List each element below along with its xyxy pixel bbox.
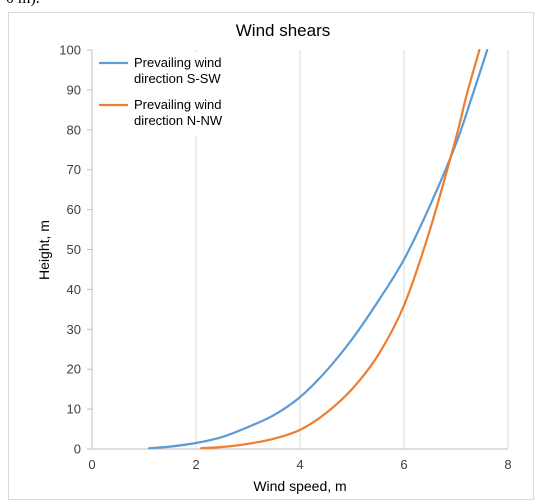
y-tick-label: 40	[67, 282, 81, 297]
y-tick-label: 90	[67, 82, 81, 97]
x-axis-title: Wind speed, m	[253, 478, 346, 494]
legend-background	[94, 52, 246, 136]
x-tick-label: 8	[504, 457, 511, 472]
x-tick-labels: 0 2 4 6 8	[88, 457, 511, 472]
legend-label-1: Prevailing wind	[134, 55, 221, 70]
page-text-fragment: 0 m).	[6, 0, 40, 8]
series-lines	[148, 48, 489, 450]
legend-label-1: direction S-SW	[134, 71, 221, 86]
chart-title: Wind shears	[236, 21, 330, 40]
y-tick-label: 80	[67, 122, 81, 137]
y-axis-title: Height, m	[36, 220, 52, 280]
y-tick-label: 70	[67, 162, 81, 177]
x-tick-label: 0	[88, 457, 95, 472]
y-tick-label: 20	[67, 362, 81, 377]
y-tick-label: 30	[67, 322, 81, 337]
series-line-2	[200, 48, 481, 450]
axes	[87, 49, 508, 450]
legend-label-2: direction N-NW	[134, 113, 223, 128]
y-tick-label: 60	[67, 202, 81, 217]
y-tick-label: 0	[74, 442, 81, 457]
x-tick-label: 6	[400, 457, 407, 472]
y-tick-label: 10	[67, 402, 81, 417]
y-tick-label: 50	[67, 242, 81, 257]
x-tick-label: 4	[296, 457, 303, 472]
y-tick-labels: 0 10 20 30 40 50 60 70 80 90 100	[59, 43, 81, 457]
legend-label-2: Prevailing wind	[134, 97, 221, 112]
x-tick-label: 2	[192, 457, 199, 472]
y-tick-label: 100	[59, 43, 81, 58]
